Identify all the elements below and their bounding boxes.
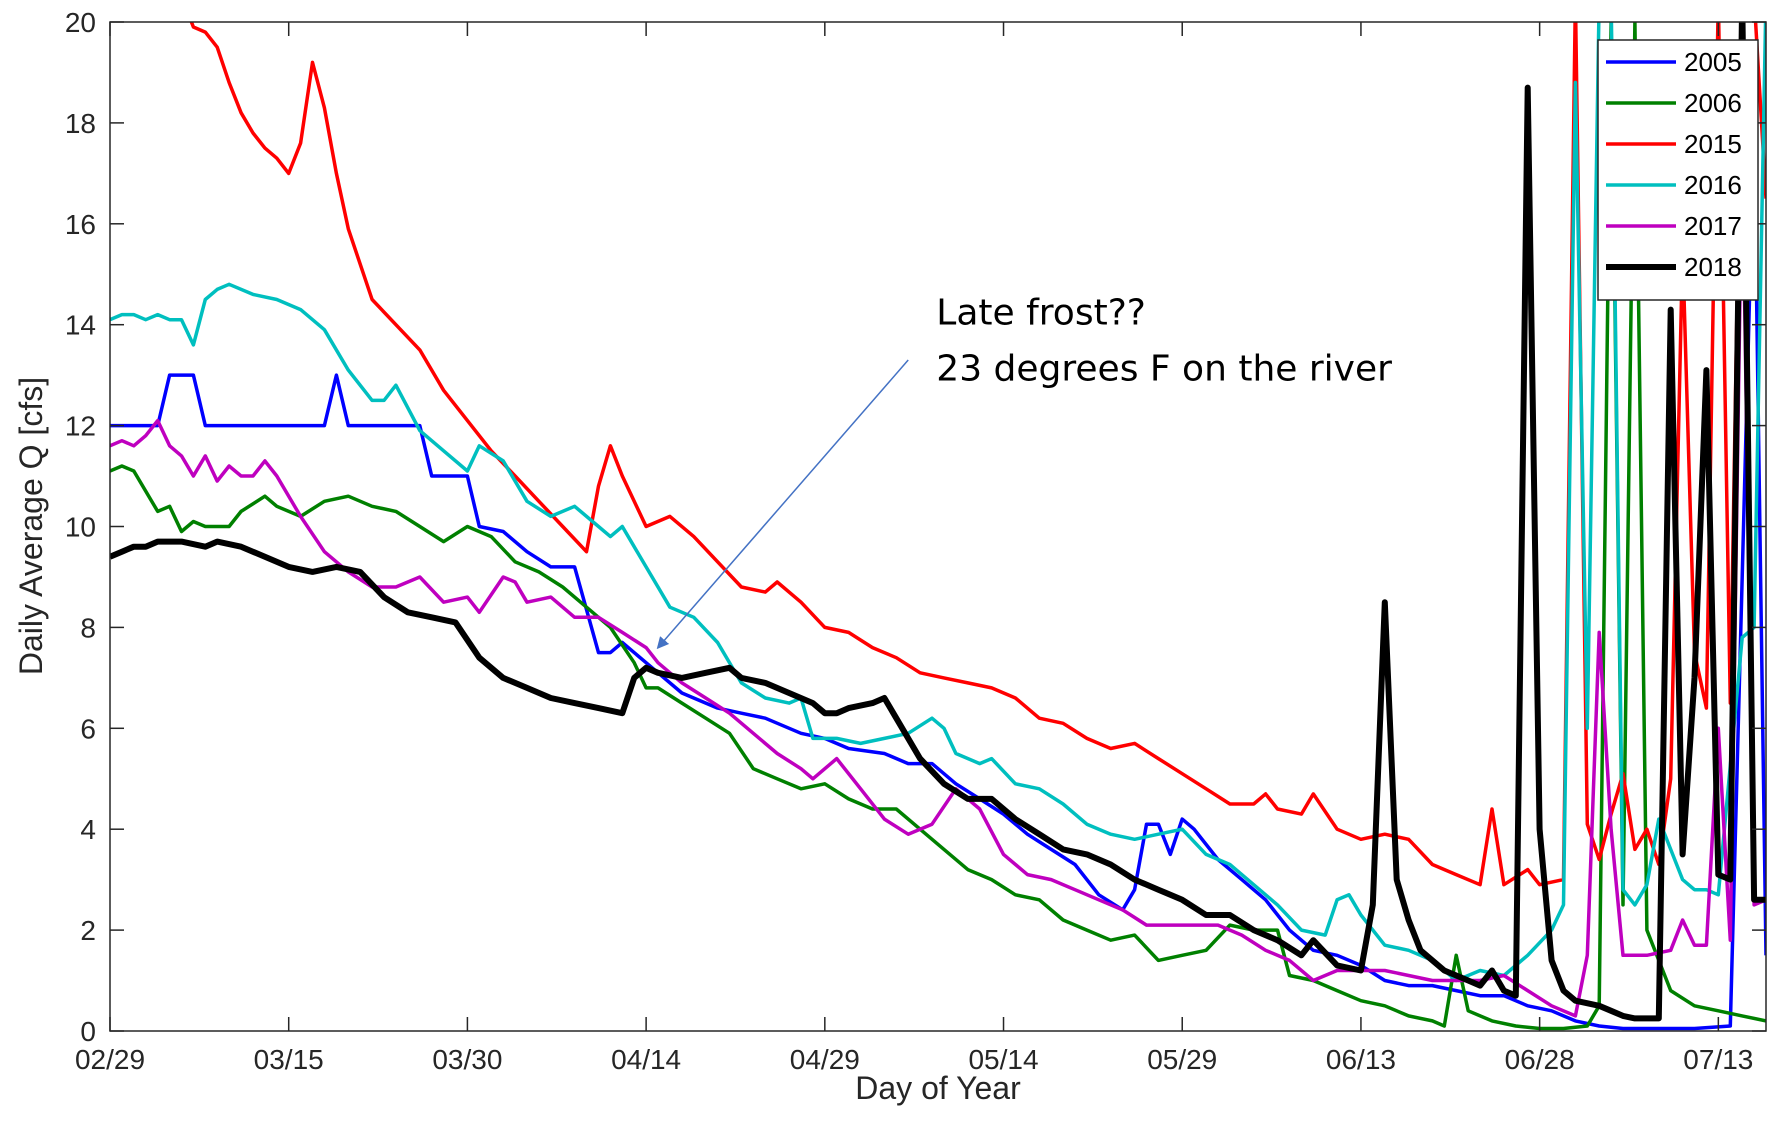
legend-label-2016: 2016 xyxy=(1684,170,1742,200)
x-tick-label: 03/15 xyxy=(254,1044,324,1075)
series-line-2006 xyxy=(110,22,1766,1031)
plot-area xyxy=(110,22,1766,1031)
legend-label-2017: 2017 xyxy=(1684,211,1742,241)
y-tick-label: 10 xyxy=(65,512,96,543)
x-tick-label: 03/30 xyxy=(432,1044,502,1075)
series-line-2017 xyxy=(110,146,1766,1018)
legend-label-2015: 2015 xyxy=(1684,129,1742,159)
y-tick-label: 18 xyxy=(65,108,96,139)
y-tick-label: 14 xyxy=(65,310,96,341)
x-tick-label: 04/29 xyxy=(790,1044,860,1075)
y-tick-label: 4 xyxy=(80,814,96,845)
series-line-2018 xyxy=(110,22,1766,1022)
y-tick-label: 6 xyxy=(80,713,96,744)
series-line-2016 xyxy=(110,22,1766,983)
x-tick-label: 05/29 xyxy=(1147,1044,1217,1075)
x-tick-label: 06/13 xyxy=(1326,1044,1396,1075)
legend-label-2006: 2006 xyxy=(1684,88,1742,118)
x-tick-label: 04/14 xyxy=(611,1044,681,1075)
y-axis-title: Daily Average Q [cfs] xyxy=(13,377,49,675)
x-tick-label: 05/14 xyxy=(968,1044,1038,1075)
x-tick-label: 06/28 xyxy=(1505,1044,1575,1075)
y-tick-label: 0 xyxy=(80,1016,96,1047)
annotation-layer: Late frost?? 23 degrees F on the river xyxy=(656,293,1392,650)
y-tick-label: 8 xyxy=(80,612,96,643)
x-axis-title: Day of Year xyxy=(855,1070,1021,1106)
y-tick-label: 2 xyxy=(80,915,96,946)
legend-label-2018: 2018 xyxy=(1684,252,1742,282)
annotation-text: 23 degrees F on the river xyxy=(936,349,1392,390)
annotation-text: Late frost?? xyxy=(936,293,1146,334)
axes-layer: 02/29 03/15 03/30 04/14 04/29 05/14 05/29 06/13… xyxy=(65,7,1767,1075)
series-line-2005 xyxy=(110,121,1766,1031)
x-tick-label: 07/13 xyxy=(1683,1044,1753,1075)
x-tick-label: 02/29 xyxy=(75,1044,145,1075)
y-tick-label: 16 xyxy=(65,209,96,240)
annotation-arrow xyxy=(656,359,909,650)
legend-label-2005: 2005 xyxy=(1684,47,1742,77)
series-layer xyxy=(110,22,1766,1031)
legend-box xyxy=(1597,39,1759,301)
legend: 2005 2006 2015 2016 2017 2018 xyxy=(1597,39,1759,301)
y-tick-label: 12 xyxy=(65,411,96,442)
y-tick-label: 20 xyxy=(65,7,96,38)
